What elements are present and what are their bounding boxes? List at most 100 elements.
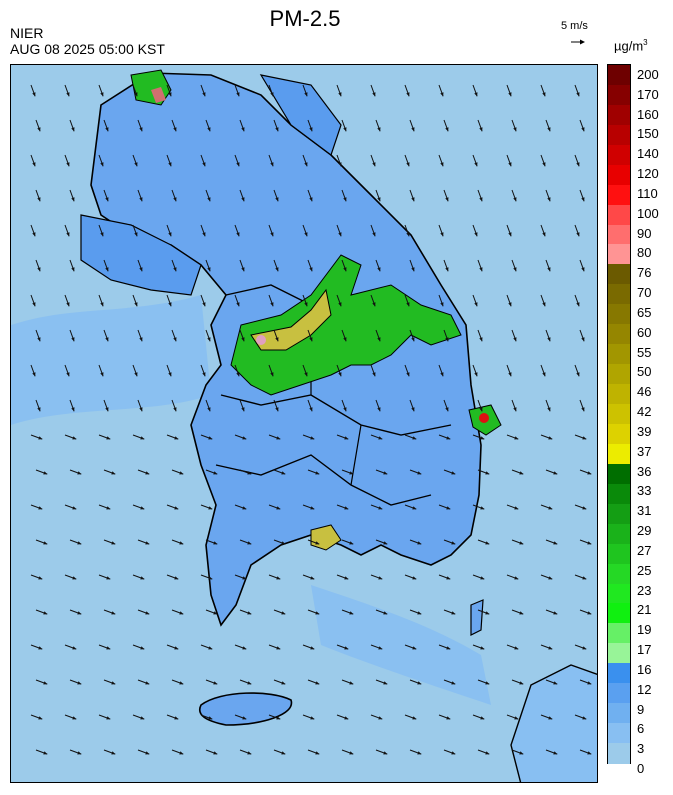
wind-arrowhead <box>77 751 82 755</box>
wind-arrowhead <box>105 197 109 202</box>
wind-arrowhead <box>71 407 75 412</box>
wind-arrowhead <box>445 267 449 272</box>
wind-arrowhead <box>309 267 313 272</box>
wind-arrowhead <box>304 302 308 307</box>
wind-arrowhead <box>519 471 524 475</box>
wind-arrowhead <box>315 751 320 755</box>
wind-arrowhead <box>553 751 558 755</box>
wind-arrowhead <box>338 92 342 97</box>
wind-arrowhead <box>241 407 245 412</box>
unit-label: µg/m3 <box>614 38 648 53</box>
northwest-land <box>80 214 202 296</box>
wind-arrowhead <box>309 127 313 132</box>
wind-arrowhead <box>411 267 415 272</box>
colorbar-tick-label: 70 <box>637 285 652 301</box>
wind-arrowhead <box>247 471 252 475</box>
wind-arrowhead <box>281 611 286 615</box>
wind-arrowhead <box>139 197 143 202</box>
organization-label: NIER <box>10 25 44 41</box>
wind-arrowhead <box>242 436 247 440</box>
wind-arrowhead <box>179 611 184 615</box>
wind-arrowhead <box>440 302 444 307</box>
colorbar-swatch <box>608 344 630 365</box>
wind-arrowhead <box>480 716 485 720</box>
colorbar-tick-label: 3 <box>637 741 645 757</box>
colorbar-swatch <box>608 164 630 186</box>
colorbar-tick-label: 17 <box>637 642 652 658</box>
wind-arrowhead <box>310 646 315 650</box>
wind-arrowhead <box>479 407 483 412</box>
wind-arrowhead <box>145 681 150 685</box>
colorbar-tick-label: 16 <box>637 661 652 677</box>
wind-arrowhead <box>281 751 286 755</box>
wind-arrowhead <box>270 92 274 97</box>
wind-arrowhead <box>412 436 417 440</box>
wind-arrowhead <box>208 576 213 580</box>
wind-arrowhead <box>106 716 111 720</box>
wind-arrowhead <box>581 337 585 342</box>
wind-arrowhead <box>37 267 41 272</box>
wind-arrowhead <box>207 407 211 412</box>
wind-arrowhead <box>451 611 456 615</box>
wind-arrowhead <box>445 127 449 132</box>
wind-arrowhead <box>479 197 483 202</box>
wind-arrowhead <box>276 506 281 510</box>
wind-arrowhead <box>38 716 43 720</box>
wind-arrowhead <box>445 197 449 202</box>
wind-arrowhead <box>451 751 456 755</box>
wind-arrowhead <box>406 302 410 307</box>
wind-arrowhead <box>446 576 451 580</box>
wind-arrowhead <box>242 576 247 580</box>
wind-arrowhead <box>406 92 410 97</box>
wind-arrowhead <box>275 197 279 202</box>
wind-arrowhead <box>508 162 512 167</box>
wind-arrowhead <box>100 232 104 237</box>
tsushima-island <box>470 599 484 636</box>
colorbar-tick-label: 200 <box>637 67 659 82</box>
wind-arrowhead <box>315 471 320 475</box>
colorbar-swatch <box>608 264 630 285</box>
wind-arrowhead <box>315 541 320 545</box>
wind-arrowhead <box>179 681 184 685</box>
wind-arrowhead <box>179 541 184 545</box>
wind-arrowhead <box>445 337 449 342</box>
colorbar <box>607 64 631 764</box>
province-boundary-2 <box>220 394 452 436</box>
wind-arrowhead <box>168 372 172 377</box>
wind-arrowhead <box>547 267 551 272</box>
wind-arrowhead <box>247 751 252 755</box>
wind-arrowhead <box>207 197 211 202</box>
concentration-map <box>11 65 597 782</box>
wind-arrowhead <box>548 576 553 580</box>
wind-arrowhead <box>378 506 383 510</box>
wind-arrowhead <box>446 646 451 650</box>
wind-arrowhead <box>71 337 75 342</box>
wind-arrowhead <box>349 611 354 615</box>
wind-arrowhead <box>582 436 587 440</box>
wind-arrowhead <box>139 267 143 272</box>
colorbar-tick-label: 65 <box>637 304 652 320</box>
wind-arrowhead <box>32 92 36 97</box>
colorbar-tick-label: 90 <box>637 225 652 241</box>
pm-hotspot-east <box>479 413 489 423</box>
wind-arrowhead <box>173 197 177 202</box>
wind-arrowhead <box>406 372 410 377</box>
wind-arrowhead <box>411 197 415 202</box>
haze-band-west <box>11 295 211 425</box>
wind-arrowhead <box>553 471 558 475</box>
wind-arrowhead <box>547 337 551 342</box>
wind-arrowhead <box>519 541 524 545</box>
colorbar-swatch <box>608 104 630 126</box>
wind-arrowhead <box>513 267 517 272</box>
wind-arrowhead <box>145 471 150 475</box>
wind-arrowhead <box>485 541 490 545</box>
pm-hotspot-north <box>151 87 166 103</box>
wind-arrowhead <box>315 611 320 615</box>
wind-arrowhead <box>542 232 546 237</box>
wind-arrowhead <box>77 681 82 685</box>
wind-arrowhead <box>338 162 342 167</box>
wind-arrowhead <box>241 267 245 272</box>
colorbar-swatch <box>608 124 630 146</box>
wind-arrowhead <box>281 541 286 545</box>
wind-arrowhead <box>383 541 388 545</box>
